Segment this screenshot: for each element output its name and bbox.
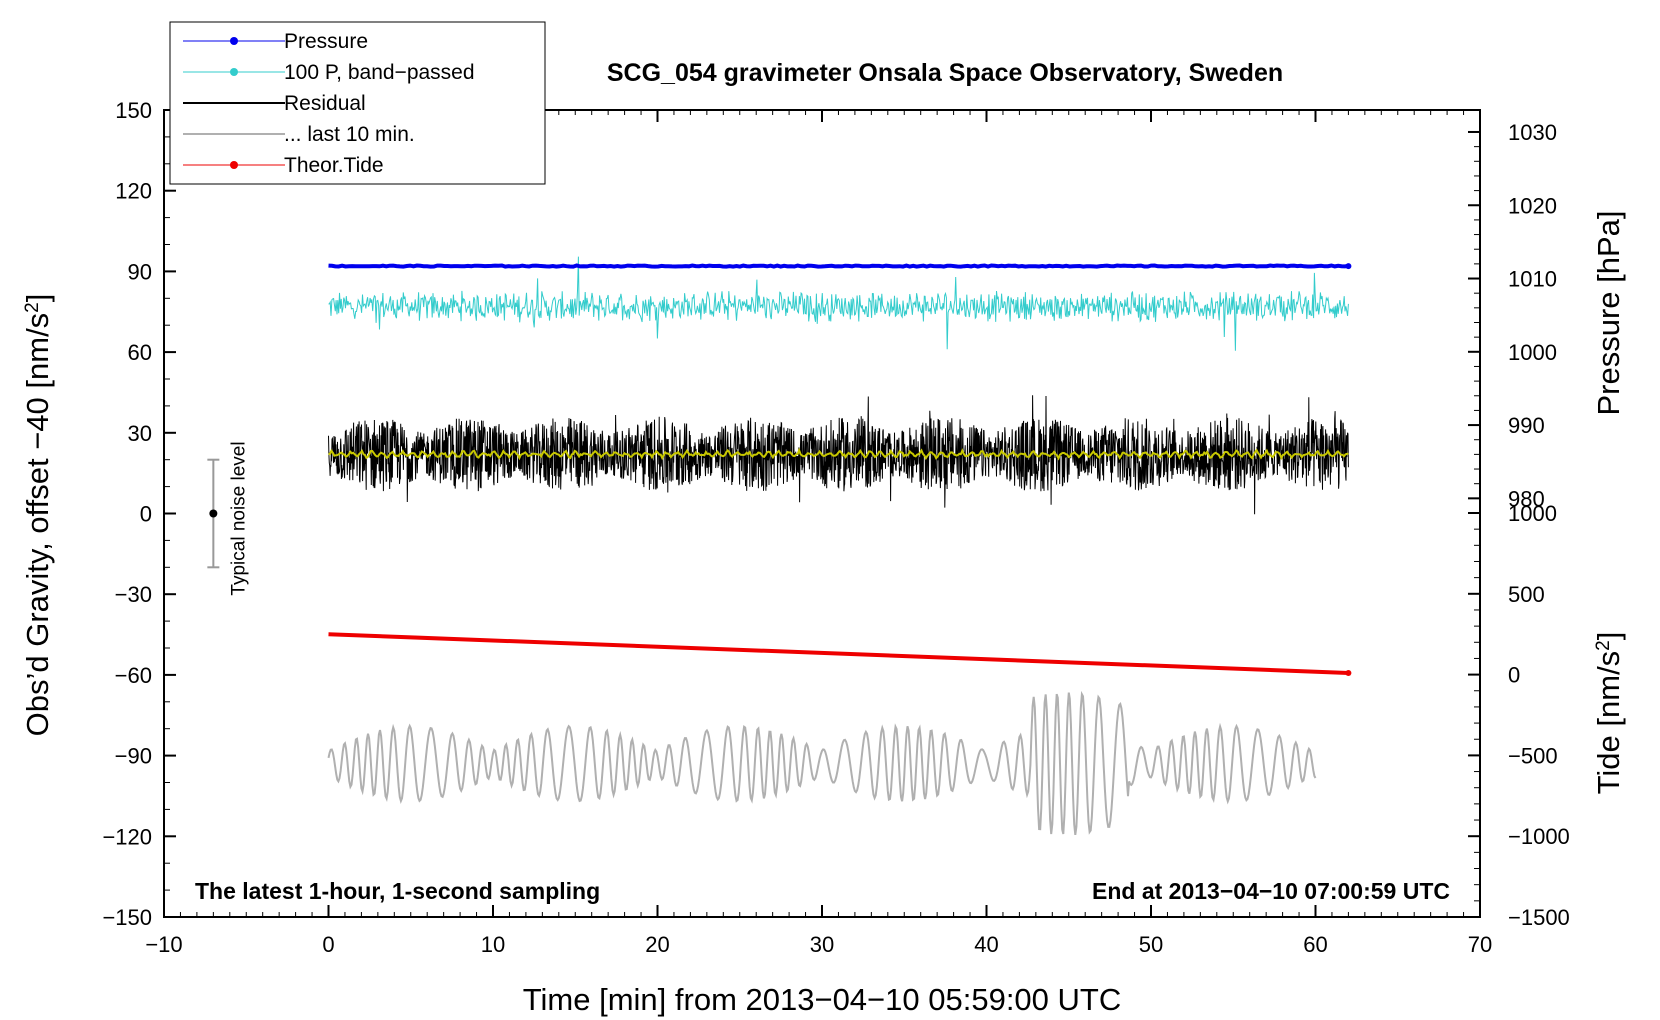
series-last-10-min bbox=[327, 690, 1317, 836]
x-tick-label: 60 bbox=[1303, 932, 1327, 957]
pressure-tick-label: 1030 bbox=[1508, 120, 1557, 145]
series-pressure bbox=[328, 263, 1349, 269]
pressure-tick-label: 1000 bbox=[1508, 340, 1557, 365]
tide-tick-label: −1000 bbox=[1508, 824, 1570, 849]
y-axis-title: Obs’d Gravity, offset −40 [nm/s2] bbox=[20, 294, 55, 737]
y-tick-label: 60 bbox=[128, 340, 152, 365]
x-tick-label: 50 bbox=[1139, 932, 1163, 957]
y-tick-label: 120 bbox=[115, 179, 152, 204]
noise-level-indicator bbox=[207, 458, 220, 569]
legend-label: Residual bbox=[284, 92, 366, 115]
tide-tick-label: −500 bbox=[1508, 743, 1558, 768]
bottom-right-note: End at 2013−04−10 07:00:59 UTC bbox=[1092, 878, 1450, 904]
x-axis: −10 0 10 20 30 40 50 60 70 bbox=[145, 110, 1492, 957]
noise-level-label: Typical noise level bbox=[228, 441, 249, 595]
x-axis-title: Time [min] from 2013−04−10 05:59:00 UTC bbox=[523, 982, 1122, 1017]
series-theoretical-tide bbox=[328, 632, 1349, 675]
pressure-tick-label: 980 bbox=[1508, 486, 1545, 511]
pressure-tick-label: 1010 bbox=[1508, 267, 1557, 292]
tide-end-marker bbox=[1345, 669, 1352, 676]
y-axis-gravity: 150 120 90 60 30 0 −30 −60 −90 −120 −150 bbox=[102, 98, 176, 930]
tide-tick-label: 0 bbox=[1508, 663, 1520, 688]
bottom-left-note: The latest 1-hour, 1-second sampling bbox=[195, 878, 600, 904]
series-residual-smoothed bbox=[328, 447, 1349, 461]
series-band-passed-pressure bbox=[328, 256, 1349, 351]
noise-bar-point bbox=[209, 509, 218, 518]
pressure-axis-title: Pressure [hPa] bbox=[1591, 210, 1626, 415]
y-tick-label: −60 bbox=[115, 663, 152, 688]
x-tick-label: 40 bbox=[974, 932, 998, 957]
tide-axis-title: Tide [nm/s2] bbox=[1591, 632, 1626, 795]
y-tick-label: −90 bbox=[115, 744, 152, 769]
legend-label: Theor.Tide bbox=[284, 154, 384, 177]
legend-marker bbox=[230, 37, 238, 45]
y-tick-label: 30 bbox=[128, 421, 152, 446]
y-tick-label: −120 bbox=[102, 824, 152, 849]
y-axis-pressure: 1030 1020 1010 1000 990 980 bbox=[1468, 120, 1557, 511]
tide-tick-label: 500 bbox=[1508, 582, 1545, 607]
legend-label: Pressure bbox=[284, 30, 368, 53]
y-tick-label: −150 bbox=[102, 905, 152, 930]
y-axis-tide: 1000 500 0 −500 −1000 −1500 bbox=[1468, 501, 1570, 930]
x-tick-label: 70 bbox=[1468, 932, 1492, 957]
legend-label: ... last 10 min. bbox=[284, 123, 415, 146]
x-tick-label: 10 bbox=[481, 932, 505, 957]
pressure-tick-label: 990 bbox=[1508, 413, 1545, 438]
series-layer bbox=[327, 256, 1352, 836]
legend: Pressure 100 P, band−passed Residual ... la… bbox=[169, 21, 546, 185]
y-tick-label: 0 bbox=[140, 502, 152, 527]
tide-tick-label: 1000 bbox=[1508, 501, 1557, 526]
legend-marker bbox=[230, 161, 238, 169]
pressure-end-marker bbox=[1345, 263, 1352, 270]
y-tick-label: 150 bbox=[115, 98, 152, 123]
x-tick-label: 20 bbox=[645, 932, 669, 957]
y-tick-label: −30 bbox=[115, 582, 152, 607]
legend-label: 100 P, band−passed bbox=[284, 61, 475, 84]
x-tick-label: 30 bbox=[810, 932, 834, 957]
y-tick-label: 90 bbox=[128, 259, 152, 284]
x-tick-label: −10 bbox=[145, 932, 182, 957]
pressure-tick-label: 1020 bbox=[1508, 193, 1557, 218]
legend-marker bbox=[230, 68, 238, 76]
chart-title: SCG_054 gravimeter Onsala Space Observat… bbox=[607, 59, 1283, 87]
tide-tick-label: −1500 bbox=[1508, 905, 1570, 930]
x-tick-label: 0 bbox=[322, 932, 334, 957]
